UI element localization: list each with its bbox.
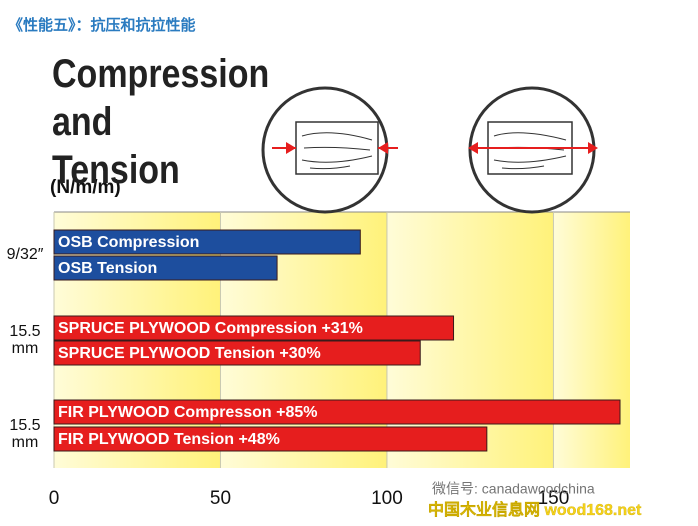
group-label: 15.5 mm [9,323,41,357]
diagram [261,86,598,214]
bar-label: FIR PLYWOOD Compresson +85% [58,404,317,421]
x-tick-label: 100 [371,488,403,509]
plot-band [553,212,630,468]
bar-label: OSB Tension [58,260,157,277]
watermark: 中国木业信息网 wood168.net [428,500,642,519]
unit-label: (N/m/m) [50,177,121,198]
bar-label: SPRUCE PLYWOOD Compression +31% [58,320,363,337]
x-tick-label: 150 [538,488,570,509]
header: 《性能五》：抗压和抗拉性能 [8,16,196,34]
bar [53,255,278,281]
x-tick-label: 50 [210,488,231,509]
group-label: 15.5 mm [9,417,41,451]
bar-label: FIR PLYWOOD Tension +48% [58,431,280,448]
group-label: 9/32″ [6,245,44,263]
bar [53,229,361,255]
bar [53,340,421,366]
chart-title: Compression and Tension [52,52,270,192]
x-tick-label: 0 [49,488,60,509]
bar [53,399,621,425]
watermark: 微信号: canadawoodchina [432,481,595,497]
bar-label: OSB Compression [58,234,199,251]
bar [53,315,455,341]
bar [53,426,488,452]
bar-label: SPRUCE PLYWOOD Tension +30% [58,345,321,362]
